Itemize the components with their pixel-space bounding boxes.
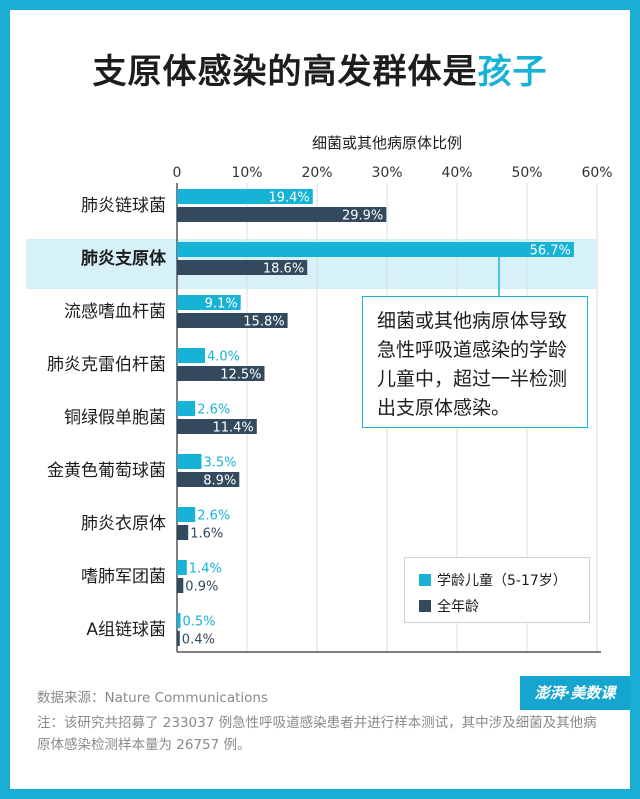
bar-child — [177, 242, 574, 257]
x-tick-label: 60% — [581, 165, 612, 181]
data-label: 0.9% — [185, 580, 218, 595]
data-label: 1.6% — [190, 527, 223, 542]
bar-child — [177, 189, 313, 204]
legend-item-child: 学龄儿童（5-17岁） — [419, 570, 567, 590]
bar-child — [177, 454, 202, 469]
data-source: 数据来源：Nature Communications — [37, 690, 269, 706]
title-main: 支原体感染的高发群体是 — [92, 52, 478, 92]
data-label: 18.6% — [263, 262, 304, 277]
data-label: 0.5% — [183, 615, 216, 630]
data-label: 19.4% — [268, 191, 309, 206]
x-tick-label: 50% — [511, 165, 542, 181]
x-tick-label: 0 — [173, 165, 182, 181]
chart-legend: 学龄儿童（5-17岁） 全年龄 — [404, 557, 590, 623]
data-label: 29.9% — [342, 209, 383, 224]
bar-child — [177, 560, 187, 575]
x-tick-label: 40% — [441, 165, 472, 181]
category-label: A组链球菌 — [86, 620, 166, 640]
category-label: 流感嗜血杆菌 — [64, 302, 166, 322]
data-label: 12.5% — [220, 368, 261, 383]
bar-all — [177, 313, 288, 328]
category-label: 金黄色葡萄球菌 — [47, 461, 166, 481]
bar-all — [177, 207, 387, 222]
legend-item-all: 全年龄 — [419, 596, 479, 616]
x-axis-label: 细菌或其他病原体比例 — [312, 134, 462, 152]
x-tick-label: 30% — [371, 165, 402, 181]
bar-child — [177, 507, 196, 522]
data-label: 2.6% — [197, 403, 230, 418]
page-title: 支原体感染的高发群体是孩子 — [0, 44, 640, 93]
bar-all — [177, 472, 240, 487]
chart-annotation: 细菌或其他病原体导致急性呼吸道感染的学龄儿童中，超过一半检测出支原体感染。 — [362, 296, 588, 428]
brand-logo: 澎湃·美数课 — [520, 676, 630, 710]
data-label: 3.5% — [204, 456, 237, 471]
category-label: 铜绿假单胞菌 — [64, 408, 166, 428]
category-label: 肺炎链球菌 — [81, 196, 166, 216]
data-label: 9.1% — [205, 297, 238, 312]
data-label: 1.4% — [189, 562, 222, 577]
legend-swatch-child — [419, 574, 431, 586]
category-label: 肺炎克雷伯杆菌 — [47, 355, 166, 375]
legend-swatch-all — [419, 600, 431, 612]
bar-all — [177, 525, 189, 540]
bar-all — [177, 366, 265, 381]
data-label: 11.4% — [212, 421, 253, 436]
bar-all — [177, 578, 184, 593]
bar-all — [177, 260, 308, 275]
bar-child — [177, 613, 181, 628]
bar-all — [177, 631, 180, 646]
bar-all — [177, 419, 257, 434]
category-label: 肺炎衣原体 — [81, 514, 166, 534]
data-label: 2.6% — [197, 509, 230, 524]
legend-label-all: 全年龄 — [437, 599, 479, 615]
x-tick-label: 20% — [301, 165, 332, 181]
data-label: 0.4% — [182, 633, 215, 648]
bar-child — [177, 295, 241, 310]
title-highlight: 孩子 — [477, 52, 548, 92]
category-label: 嗜肺军团菌 — [81, 567, 166, 587]
x-tick-label: 10% — [231, 165, 262, 181]
data-label: 15.8% — [243, 315, 284, 330]
bar-child — [177, 348, 205, 363]
footnote: 注：该研究共招募了 233037 例急性呼吸道感染患者并进行样本测试，其中涉及细… — [37, 715, 597, 753]
category-label: 肺炎支原体 — [81, 248, 167, 269]
bar-child — [177, 401, 196, 416]
data-label: 56.7% — [530, 244, 571, 259]
data-label: 8.9% — [203, 474, 236, 489]
data-label: 4.0% — [207, 350, 240, 365]
legend-label-child: 学龄儿童（5-17岁） — [437, 573, 567, 589]
